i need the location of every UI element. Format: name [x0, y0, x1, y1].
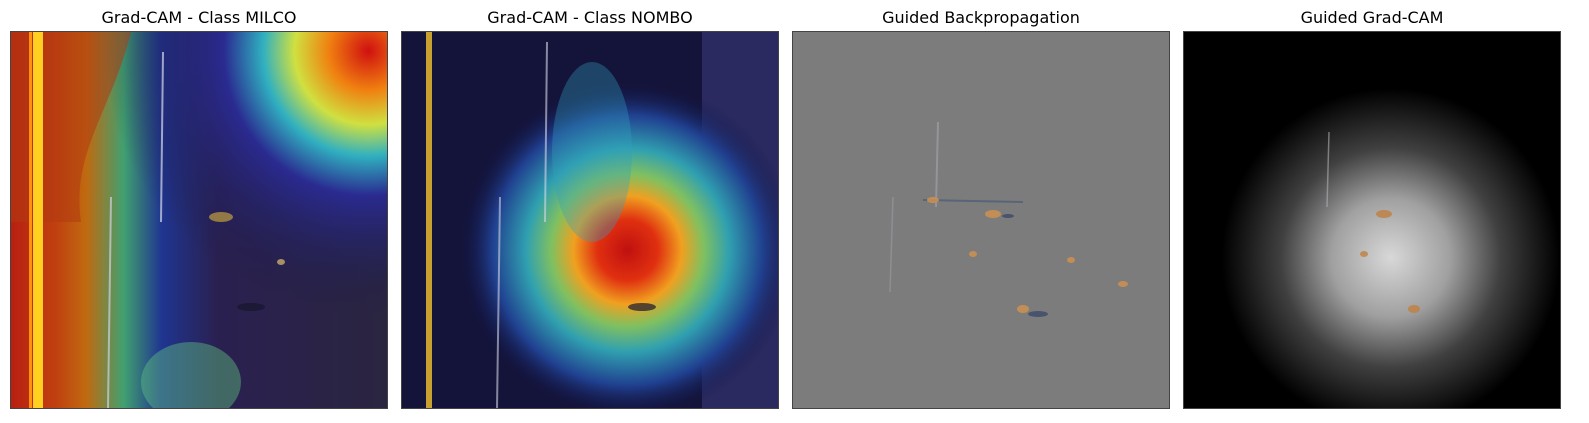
guided-backprop-image [792, 31, 1170, 409]
panel-title: Grad-CAM - Class MILCO [101, 8, 297, 27]
panel-title: Guided Grad-CAM [1300, 8, 1444, 27]
panel-guided-gradcam: Guided Grad-CAM [1183, 0, 1561, 423]
gradcam-milco-image [10, 31, 388, 409]
panel-guided-backprop: Guided Backpropagation [792, 0, 1170, 423]
panel-title: Grad-CAM - Class NOMBO [487, 8, 693, 27]
guided-gradcam-image [1183, 31, 1561, 409]
gradcam-nombo-image [401, 31, 779, 409]
panel-title: Guided Backpropagation [882, 8, 1080, 27]
panel-gradcam-nombo: Grad-CAM - Class NOMBO [401, 0, 779, 423]
panel-gradcam-milco: Grad-CAM - Class MILCO [10, 0, 388, 423]
